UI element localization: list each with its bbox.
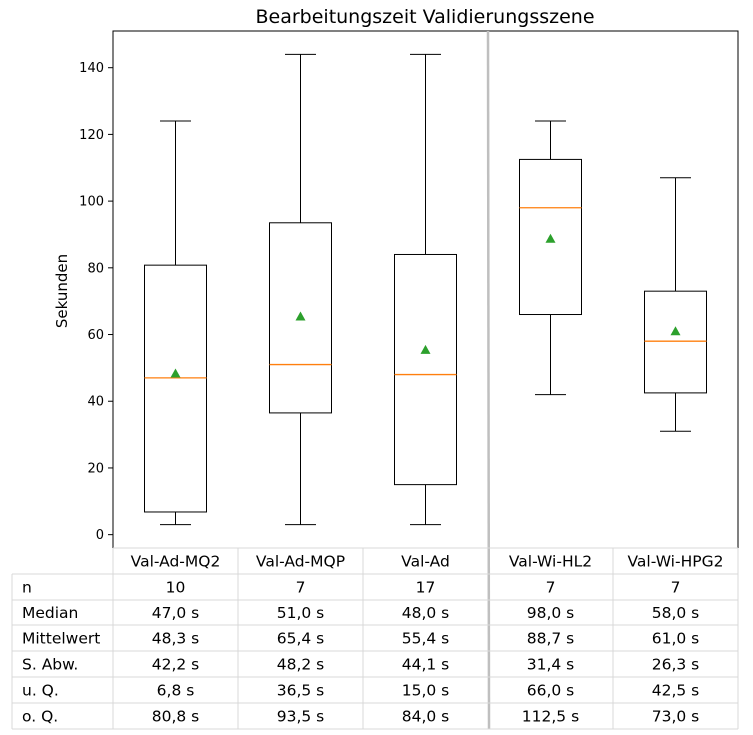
mean-marker bbox=[171, 369, 181, 378]
table-row-label: Mittelwert bbox=[22, 630, 100, 648]
table-row-label: o. Q. bbox=[22, 708, 58, 726]
category-label: Val-Ad-MQP bbox=[256, 553, 345, 571]
stats-table: Val-Ad-MQ2 Val-Ad-MQP Val-Ad Val-Wi-HL2 Val-… bbox=[12, 548, 738, 729]
table-cell: 7 bbox=[671, 579, 681, 597]
group-separator bbox=[488, 31, 489, 729]
box-group bbox=[395, 54, 457, 524]
table-cell: 48,0 s bbox=[402, 604, 450, 622]
category-label: Val-Ad-MQ2 bbox=[131, 553, 221, 571]
table-cell: 98,0 s bbox=[527, 604, 575, 622]
y-tick-label: 100 bbox=[79, 195, 104, 210]
table-cell: 84,0 s bbox=[402, 708, 450, 726]
y-axis-label: Sekunden bbox=[53, 254, 71, 328]
chart-title: Bearbeitungszeit Validierungsszene bbox=[255, 6, 594, 28]
table-row-label: Median bbox=[22, 604, 78, 622]
y-tick-label: 40 bbox=[87, 395, 104, 410]
table-cell: 6,8 s bbox=[157, 682, 195, 700]
category-label: Val-Wi-HPG2 bbox=[628, 553, 724, 571]
table-cell: 44,1 s bbox=[402, 656, 450, 674]
box-group bbox=[270, 54, 332, 524]
table-cell: 36,5 s bbox=[277, 682, 325, 700]
table-cell: 73,0 s bbox=[652, 708, 700, 726]
table-cell: 55,4 s bbox=[402, 630, 450, 648]
mean-marker bbox=[671, 326, 681, 335]
y-tick-label: 120 bbox=[79, 128, 104, 143]
box-group bbox=[520, 121, 582, 395]
table-cell: 88,7 s bbox=[527, 630, 575, 648]
table-cell: 48,3 s bbox=[152, 630, 200, 648]
plot-area: 0 20 40 60 80 100 120 140 bbox=[79, 31, 738, 729]
category-label: Val-Wi-HL2 bbox=[509, 553, 592, 571]
table-cell: 112,5 s bbox=[522, 708, 579, 726]
box-iqr bbox=[395, 254, 457, 484]
box-group bbox=[645, 178, 707, 431]
table-cell: 17 bbox=[416, 579, 436, 597]
y-tick-label: 140 bbox=[79, 61, 104, 76]
table-cell: 42,2 s bbox=[152, 656, 200, 674]
mean-marker bbox=[296, 312, 306, 321]
table-cell: 31,4 s bbox=[527, 656, 575, 674]
table-cell: 48,2 s bbox=[277, 656, 325, 674]
table-row-label: u. Q. bbox=[22, 682, 59, 700]
category-label: Val-Ad bbox=[401, 553, 450, 571]
table-cell: 61,0 s bbox=[652, 630, 700, 648]
table-cell: 26,3 s bbox=[652, 656, 700, 674]
y-tick-label: 20 bbox=[87, 461, 104, 476]
table-row-label: n bbox=[22, 579, 32, 597]
table-cell: 7 bbox=[296, 579, 306, 597]
table-row-label: S. Abw. bbox=[22, 656, 78, 674]
box-iqr bbox=[645, 291, 707, 393]
box-iqr bbox=[145, 265, 207, 512]
y-tick-label: 0 bbox=[96, 528, 104, 543]
y-tick-label: 80 bbox=[87, 261, 104, 276]
table-cell: 47,0 s bbox=[152, 604, 200, 622]
table-cell: 42,5 s bbox=[652, 682, 700, 700]
table-cell: 51,0 s bbox=[277, 604, 325, 622]
y-tick-label: 60 bbox=[87, 328, 104, 343]
box-group bbox=[145, 121, 207, 525]
table-cell: 10 bbox=[166, 579, 186, 597]
table-cell: 80,8 s bbox=[152, 708, 200, 726]
table-cell: 7 bbox=[546, 579, 556, 597]
mean-marker bbox=[546, 234, 556, 243]
table-cell: 66,0 s bbox=[527, 682, 575, 700]
table-cell: 65,4 s bbox=[277, 630, 325, 648]
table-cell: 93,5 s bbox=[277, 708, 325, 726]
mean-marker bbox=[421, 345, 431, 354]
table-cell: 15,0 s bbox=[402, 682, 450, 700]
table-cell: 58,0 s bbox=[652, 604, 700, 622]
